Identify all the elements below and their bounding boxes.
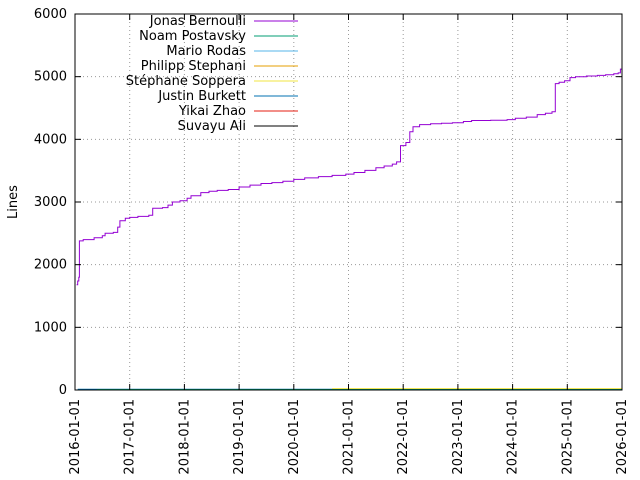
x-tick-label: 2016-01-01	[68, 399, 83, 475]
x-tick-label: 2025-01-01	[560, 399, 575, 475]
y-tick-label: 4000	[34, 132, 67, 147]
x-tick-label: 2022-01-01	[396, 399, 411, 475]
y-tick-label: 3000	[34, 195, 67, 210]
x-tick-label: 2026-01-01	[615, 399, 630, 475]
x-tick-label: 2023-01-01	[451, 399, 466, 475]
x-tick-label: 2020-01-01	[287, 399, 302, 475]
x-tick-label: 2018-01-01	[177, 399, 192, 475]
y-tick-label: 2000	[34, 258, 67, 273]
legend-label: Suvayu Ali	[178, 119, 246, 134]
x-tick-label: 2024-01-01	[506, 399, 521, 475]
legend-label: Jonas Bernoulli	[149, 14, 246, 29]
legend-label: Noam Postavsky	[139, 29, 246, 44]
y-tick-label: 1000	[34, 320, 67, 335]
legend-label: Justin Burkett	[157, 89, 246, 104]
series-line-st-phane-soppera	[332, 388, 623, 390]
legend-label: Mario Rodas	[166, 44, 246, 59]
x-tick-label: 2021-01-01	[342, 399, 357, 475]
y-tick-label: 5000	[34, 70, 67, 85]
x-tick-label: 2019-01-01	[232, 399, 247, 475]
series-line-jonas-bernoulli	[76, 68, 623, 286]
legend-label: Yikai Zhao	[178, 104, 246, 119]
y-tick-label: 6000	[34, 7, 67, 22]
legend-label: Stéphane Soppera	[126, 74, 246, 89]
y-axis-title: Lines	[6, 185, 21, 219]
x-tick-label: 2017-01-01	[123, 399, 138, 475]
legend-label: Philipp Stephani	[141, 59, 246, 74]
y-tick-label: 0	[59, 383, 67, 398]
